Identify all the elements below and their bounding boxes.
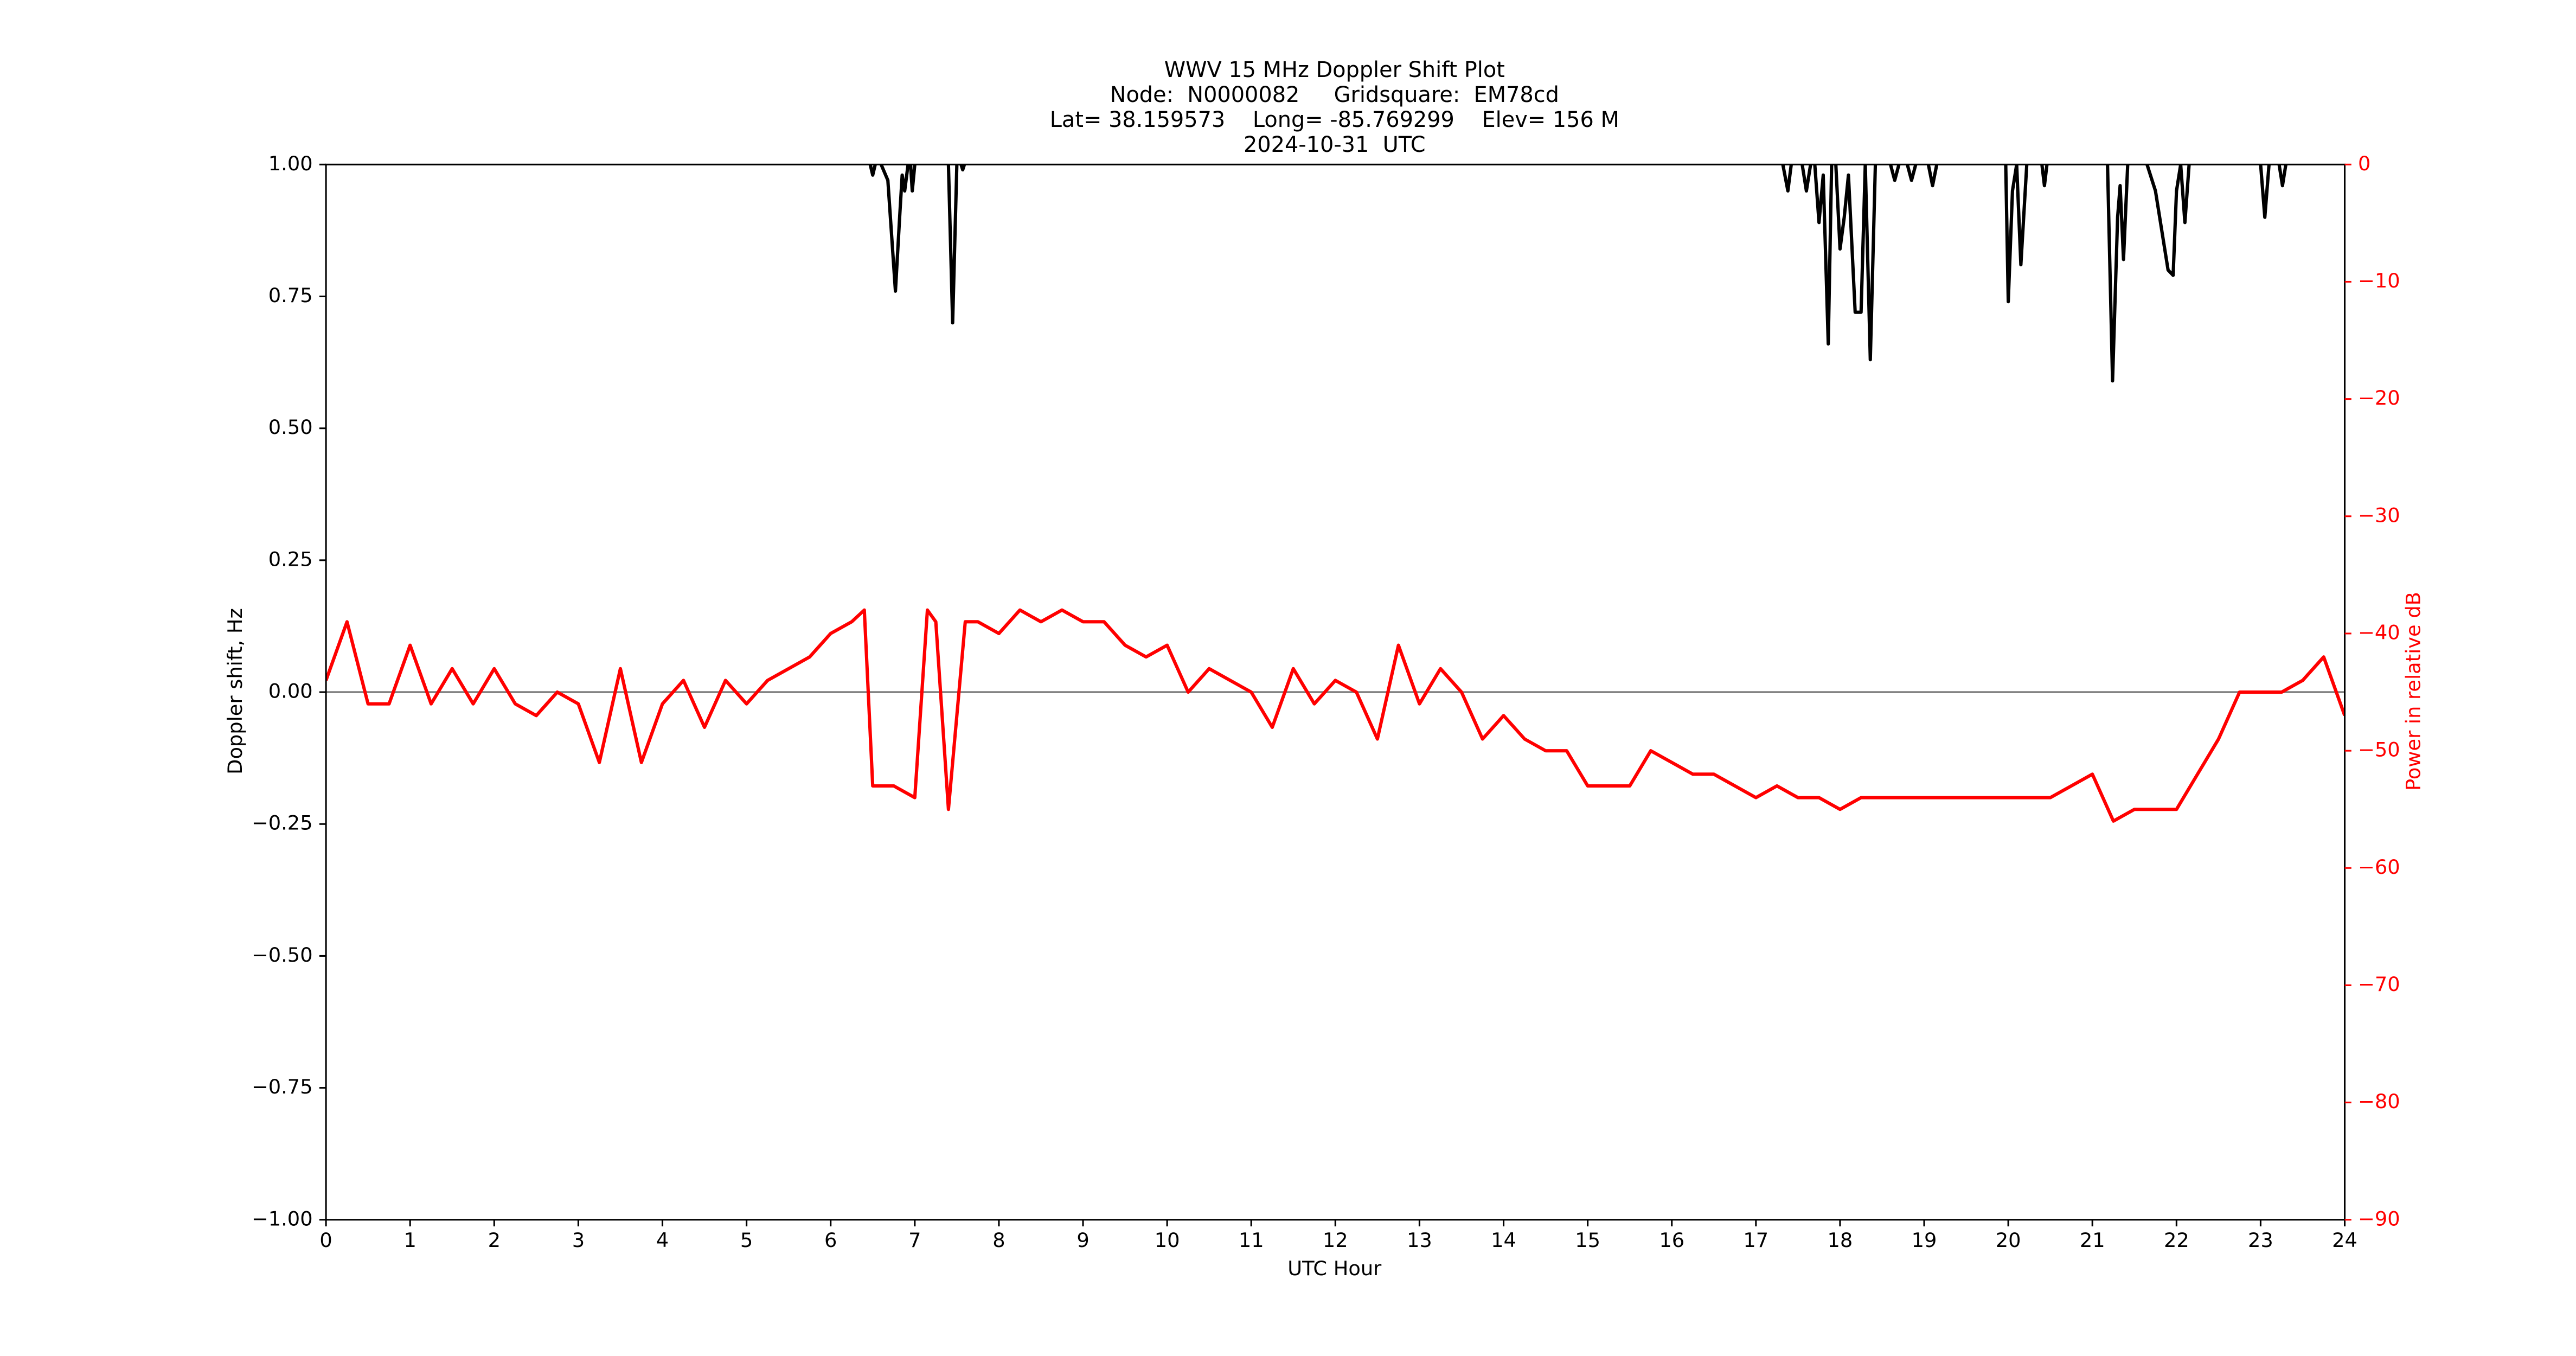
y2-axis-label: Power in relative dB xyxy=(2402,592,2425,791)
x-tick-label: 6 xyxy=(824,1229,837,1252)
x-tick-label: 15 xyxy=(1575,1229,1600,1252)
y-tick-label: −0.50 xyxy=(252,943,313,967)
x-tick-label: 18 xyxy=(1828,1229,1853,1252)
x-tick-label: 10 xyxy=(1155,1229,1180,1252)
plot-frame xyxy=(325,163,2346,1221)
chart-subtitle: Node: N0000082 Gridsquare: EM78cd xyxy=(1110,82,1559,107)
y-tick-label: −0.25 xyxy=(252,811,313,835)
x-tick-label: 3 xyxy=(572,1229,585,1252)
chart-subtitle: 2024-10-31 UTC xyxy=(1244,132,1426,157)
x-tick-label: 21 xyxy=(2080,1229,2105,1252)
x-tick-label: 8 xyxy=(992,1229,1005,1252)
x-tick-label: 22 xyxy=(2164,1229,2189,1252)
y-tick-label: 0.25 xyxy=(268,547,313,571)
x-tick-label: 24 xyxy=(2332,1229,2357,1252)
x-tick-label: 2 xyxy=(488,1229,501,1252)
y-tick-label: 1.00 xyxy=(268,152,313,175)
x-tick-label: 4 xyxy=(656,1229,669,1252)
x-tick-label: 1 xyxy=(404,1229,416,1252)
y2-tick-label: −30 xyxy=(2358,503,2400,527)
data-line xyxy=(326,608,2345,823)
y2-tick-label: −70 xyxy=(2358,973,2400,996)
y2-tick-label: −60 xyxy=(2358,855,2400,879)
y-tick-label: 0.75 xyxy=(268,284,313,307)
x-tick-label: 11 xyxy=(1239,1229,1264,1252)
x-tick-label: 17 xyxy=(1743,1229,1768,1252)
y2-tick-label: −90 xyxy=(2358,1207,2400,1230)
x-tick-label: 19 xyxy=(1912,1229,1937,1252)
x-axis-label: UTC Hour xyxy=(1287,1257,1382,1280)
x-tick-label: 9 xyxy=(1076,1229,1089,1252)
y2-tick-label: −10 xyxy=(2358,269,2400,292)
data-line xyxy=(868,164,2287,383)
x-tick-label: 5 xyxy=(740,1229,753,1252)
x-tick-label: 14 xyxy=(1491,1229,1516,1252)
x-tick-label: 7 xyxy=(908,1229,921,1252)
x-tick-label: 13 xyxy=(1407,1229,1432,1252)
y-tick-label: −1.00 xyxy=(252,1207,313,1230)
y2-tick-label: −20 xyxy=(2358,386,2400,410)
y2-tick-label: −80 xyxy=(2358,1090,2400,1113)
y2-tick-label: 0 xyxy=(2358,152,2370,175)
x-tick-label: 20 xyxy=(1996,1229,2021,1252)
y-tick-label: −0.75 xyxy=(252,1075,313,1098)
x-tick-label: 23 xyxy=(2248,1229,2273,1252)
x-tick-label: 0 xyxy=(319,1229,332,1252)
y2-tick-label: −50 xyxy=(2358,738,2400,762)
x-tick-label: 16 xyxy=(1659,1229,1684,1252)
y-axis-label: Doppler shift, Hz xyxy=(223,608,247,775)
y-tick-label: 0.00 xyxy=(268,680,313,703)
chart-subtitle: Lat= 38.159573 Long= -85.769299 Elev= 15… xyxy=(1050,107,1619,132)
y2-tick-label: −40 xyxy=(2358,621,2400,644)
y-tick-label: 0.50 xyxy=(268,415,313,439)
chart-title: WWV 15 MHz Doppler Shift Plot xyxy=(1164,57,1505,82)
x-tick-label: 12 xyxy=(1323,1229,1348,1252)
